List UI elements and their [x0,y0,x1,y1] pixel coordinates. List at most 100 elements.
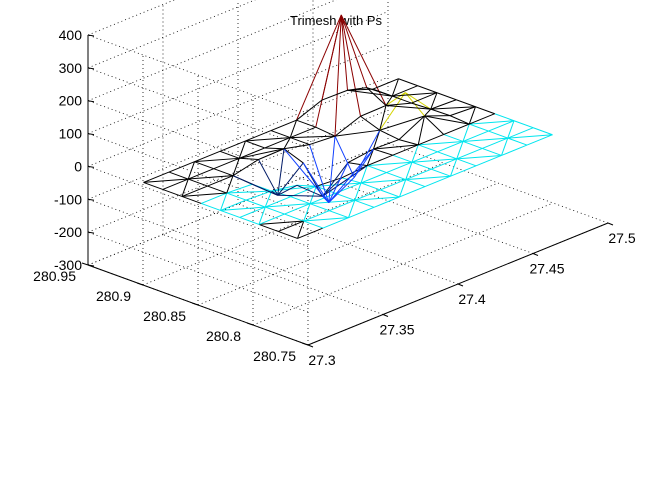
mesh-edge [482,137,508,149]
mesh-edge [411,158,457,163]
mesh-edge [213,157,240,170]
mesh-edge [443,133,464,142]
mesh-edge [354,199,375,208]
mesh-edge [296,184,323,197]
mesh-edge [334,135,355,178]
mesh-edge [289,120,297,138]
z-tick-label: -200 [54,224,82,240]
mesh-edge [168,161,195,173]
y-tick [136,282,144,286]
mesh-edge [239,157,259,160]
mesh-edge [245,199,266,208]
mesh-edge [507,120,515,139]
mesh-edge [245,130,272,142]
grid-line [87,198,309,280]
mesh-edge [347,89,393,97]
x-tick [382,314,389,317]
mesh-edge [219,150,240,159]
mesh-edge [335,192,355,201]
mesh-edge [437,151,457,160]
mesh-edge [283,148,330,203]
mesh-edge [309,186,317,204]
mesh-edge [264,147,285,150]
mesh-edge [245,137,291,142]
mesh-edge [450,165,477,177]
mesh-edge [430,106,476,110]
x-tick-label: 27.45 [529,261,564,277]
mesh-edge [360,165,368,184]
mesh-edge [430,92,438,110]
mesh-edge [430,108,451,117]
mesh-edge [329,199,355,212]
x-tick-label: 27.5 [608,230,635,246]
grid-line [387,142,609,224]
mesh-edge [258,220,304,225]
grid-line [237,203,459,285]
mesh-edge [181,178,189,197]
mesh-edge [418,140,464,146]
mesh-edge [347,162,368,167]
mesh-edge [386,172,406,181]
mesh-edge [194,150,221,163]
y-tick-label: 280.85 [143,308,186,324]
mesh-edge [353,129,381,178]
mesh-edge [143,181,163,190]
mesh-edge [456,141,464,160]
mesh-edge [424,115,445,135]
mesh-edge [188,178,208,187]
mesh-edge [424,115,470,125]
mesh-edge [354,182,362,201]
mesh-edge [391,78,399,97]
z-tick-label: 300 [59,60,83,76]
mesh-edge [488,120,515,132]
mesh-edge [398,139,419,146]
mesh-edge [469,120,515,125]
mesh-edge [513,120,534,129]
mesh-edge [328,176,355,203]
mesh-edge [411,144,419,163]
mesh-edge [277,184,298,196]
mesh-edge [303,210,330,222]
mesh-edge [162,178,189,190]
z-tick-label: 0 [74,158,82,174]
mesh-edge [194,157,240,163]
mesh-edge [379,115,425,131]
mesh-edge [226,190,272,194]
mesh-edge [245,140,265,149]
mesh-edge [181,185,208,197]
mesh-edge [385,104,431,110]
mesh-edge [278,220,304,232]
mesh-edge [168,171,189,180]
mesh-edge [379,129,400,141]
mesh-edge [475,154,502,167]
mesh-edge [475,106,495,115]
mesh-edge [431,158,457,170]
mesh-edge [360,179,406,184]
mesh-edge [392,144,419,156]
mesh-edge [373,144,419,150]
mesh-edge [258,213,285,225]
mesh-edge [201,202,221,211]
mesh-edge [334,115,361,137]
mesh-edge [405,162,413,180]
z-tick-label: 200 [59,93,83,109]
mesh-edge [347,88,374,91]
mesh-edge [367,165,387,174]
mesh-edge [418,144,438,153]
mesh-edge [392,85,418,97]
mesh-edge [501,144,528,156]
mesh-edge [348,206,375,219]
mesh-edge [456,154,502,160]
mesh-edge [443,123,470,135]
x-tick [457,283,464,287]
mesh-edge [367,154,393,167]
mesh-edge [411,102,431,110]
mesh-edge [309,203,330,212]
mesh-edge [399,179,407,198]
mesh-edge [213,168,234,177]
axis-layer [81,34,614,348]
mesh-edge [449,106,476,117]
mesh-edge [232,159,259,177]
mesh-edge [469,113,495,125]
mesh-edge [373,139,400,150]
